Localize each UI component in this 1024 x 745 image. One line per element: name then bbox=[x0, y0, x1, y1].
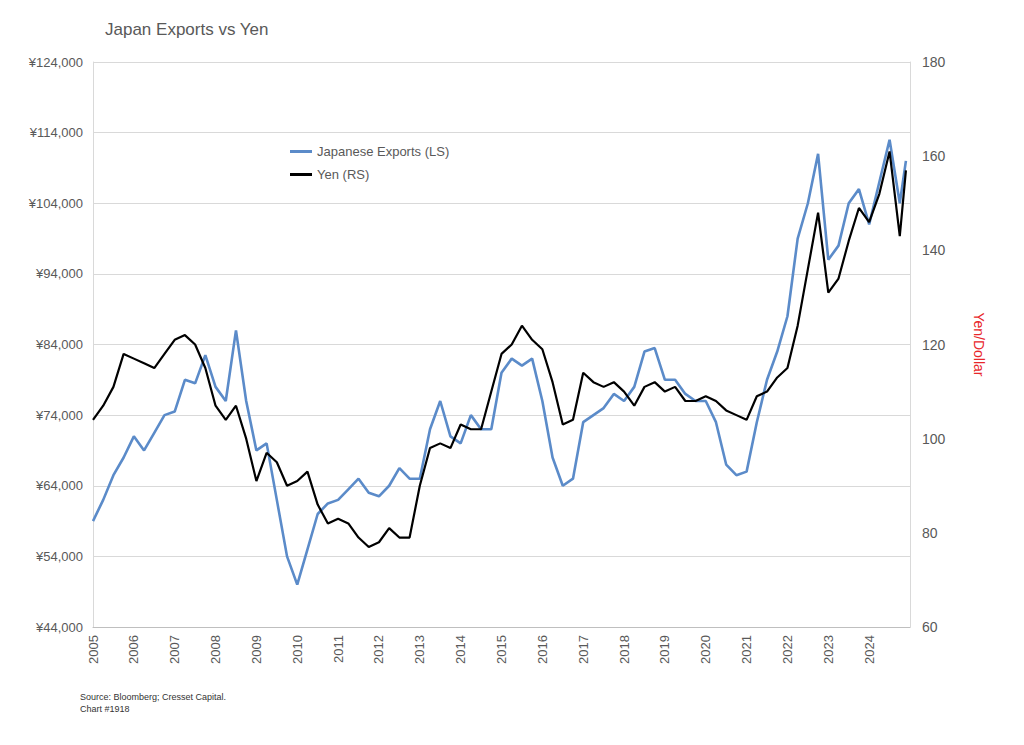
svg-text:120: 120 bbox=[922, 337, 946, 353]
svg-text:100: 100 bbox=[922, 431, 946, 447]
svg-text:¥114,000: ¥114,000 bbox=[29, 125, 83, 140]
svg-text:2014: 2014 bbox=[453, 635, 468, 664]
svg-text:2012: 2012 bbox=[371, 635, 386, 664]
svg-text:2018: 2018 bbox=[617, 635, 632, 664]
svg-text:2019: 2019 bbox=[657, 635, 672, 664]
svg-text:¥64,000: ¥64,000 bbox=[35, 478, 83, 493]
svg-text:140: 140 bbox=[922, 242, 946, 258]
svg-text:80: 80 bbox=[922, 525, 938, 541]
svg-text:¥124,000: ¥124,000 bbox=[28, 55, 83, 70]
svg-text:2023: 2023 bbox=[821, 635, 836, 664]
svg-text:2017: 2017 bbox=[576, 635, 591, 664]
svg-text:2016: 2016 bbox=[535, 635, 550, 664]
svg-text:180: 180 bbox=[922, 54, 946, 70]
svg-text:2022: 2022 bbox=[780, 635, 795, 664]
svg-text:60: 60 bbox=[922, 619, 938, 635]
svg-text:¥94,000: ¥94,000 bbox=[35, 266, 83, 281]
svg-text:2021: 2021 bbox=[739, 635, 754, 664]
svg-text:2013: 2013 bbox=[412, 635, 427, 664]
svg-text:2010: 2010 bbox=[290, 635, 305, 664]
svg-text:2006: 2006 bbox=[126, 635, 141, 664]
svg-text:¥54,000: ¥54,000 bbox=[35, 549, 83, 564]
svg-text:Chart #1918: Chart #1918 bbox=[80, 704, 130, 714]
svg-text:¥104,000: ¥104,000 bbox=[28, 196, 83, 211]
svg-text:¥84,000: ¥84,000 bbox=[35, 337, 83, 352]
svg-text:2020: 2020 bbox=[698, 635, 713, 664]
svg-text:¥44,000: ¥44,000 bbox=[35, 620, 83, 635]
svg-text:2024: 2024 bbox=[862, 635, 877, 664]
svg-text:Yen (RS): Yen (RS) bbox=[317, 167, 369, 182]
svg-text:2005: 2005 bbox=[86, 635, 101, 664]
svg-text:Japanese Exports (LS): Japanese Exports (LS) bbox=[317, 144, 449, 159]
svg-text:Source: Bloomberg; Cresset Cap: Source: Bloomberg; Cresset Capital. bbox=[80, 692, 226, 702]
svg-text:2008: 2008 bbox=[208, 635, 223, 664]
svg-text:160: 160 bbox=[922, 148, 946, 164]
svg-text:Yen/Dollar: Yen/Dollar bbox=[971, 312, 987, 376]
svg-text:2009: 2009 bbox=[249, 635, 264, 664]
svg-text:2015: 2015 bbox=[494, 635, 509, 664]
svg-text:¥74,000: ¥74,000 bbox=[35, 408, 83, 423]
svg-text:2007: 2007 bbox=[167, 635, 182, 664]
svg-text:Japan Exports vs Yen: Japan Exports vs Yen bbox=[105, 20, 269, 39]
svg-text:2011: 2011 bbox=[331, 635, 346, 663]
